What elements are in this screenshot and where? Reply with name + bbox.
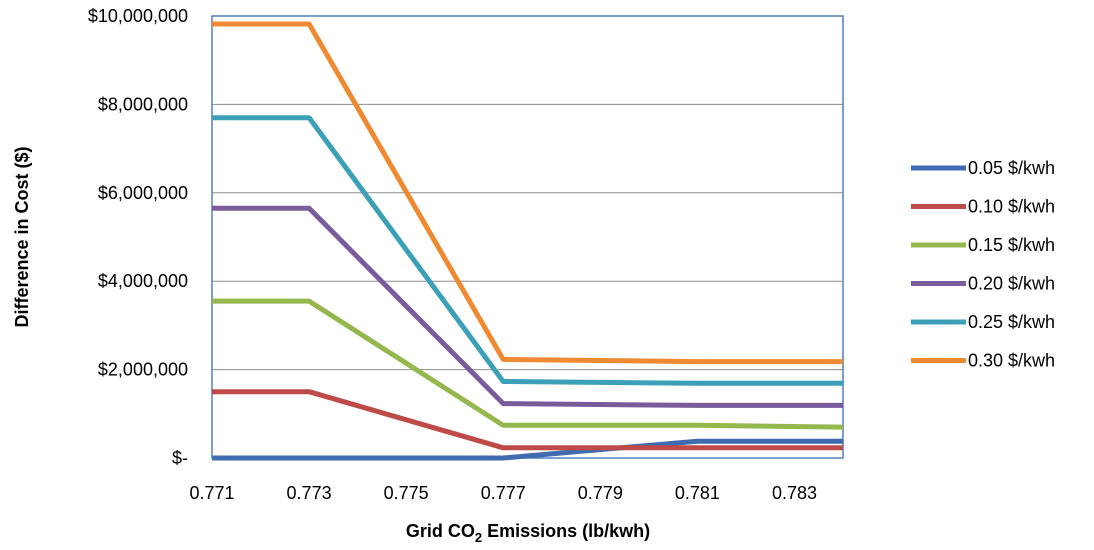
x-axis-title-prefix: Grid CO — [406, 521, 475, 541]
x-tick-label: 0.775 — [384, 483, 429, 503]
legend: 0.05 $/kwh 0.10 $/kwh 0.15 $/kwh 0.20 $/kwh… — [911, 158, 1055, 371]
y-tick-label: $6,000,000 — [98, 183, 188, 203]
x-tick-label: 0.773 — [287, 483, 332, 503]
y-tick-label: $10,000,000 — [88, 6, 188, 26]
legend-label: 0.20 $/kwh — [968, 274, 1055, 294]
legend-label: 0.25 $/kwh — [968, 312, 1055, 332]
legend-label: 0.05 $/kwh — [968, 158, 1055, 178]
y-tick-label: $- — [172, 448, 188, 468]
legend-item: 0.05 $/kwh — [911, 158, 1055, 178]
y-axis-title: Difference in Cost ($) — [12, 146, 32, 327]
gridlines — [212, 15, 843, 371]
series-lines — [212, 21, 844, 461]
y-axis-ticks: $- $2,000,000 $4,000,000 $6,000,000 $8,000,0… — [88, 6, 188, 468]
y-tick-label: $4,000,000 — [98, 271, 188, 291]
x-tick-label: 0.783 — [772, 483, 817, 503]
x-axis-title-subscript: 2 — [475, 530, 482, 545]
legend-label: 0.10 $/kwh — [968, 197, 1055, 217]
legend-item: 0.10 $/kwh — [911, 197, 1055, 217]
x-tick-label: 0.779 — [578, 483, 623, 503]
series-line-2 — [212, 389, 843, 451]
legend-item: 0.20 $/kwh — [911, 274, 1055, 294]
legend-label: 0.30 $/kwh — [968, 351, 1055, 371]
legend-item: 0.30 $/kwh — [911, 351, 1055, 371]
legend-item: 0.15 $/kwh — [911, 235, 1055, 255]
y-tick-label: $8,000,000 — [98, 94, 188, 114]
x-tick-label: 0.777 — [481, 483, 526, 503]
x-tick-label: 0.781 — [675, 483, 720, 503]
series-line-3 — [212, 298, 844, 430]
series-line-5 — [212, 115, 843, 386]
legend-label: 0.15 $/kwh — [968, 235, 1055, 255]
series-line-6 — [212, 21, 843, 365]
x-tick-label: 0.771 — [189, 483, 234, 503]
y-tick-label: $2,000,000 — [98, 360, 188, 380]
x-axis-title: Grid CO2 Emissions (lb/kwh) — [406, 521, 650, 545]
series-line-4 — [212, 205, 843, 408]
legend-item: 0.25 $/kwh — [911, 312, 1055, 332]
x-axis-ticks: 0.771 0.773 0.775 0.777 0.779 0.781 0.783 — [189, 483, 817, 503]
x-axis-title-suffix: Emissions (lb/kwh) — [482, 521, 650, 541]
series-line-1 — [212, 438, 843, 461]
